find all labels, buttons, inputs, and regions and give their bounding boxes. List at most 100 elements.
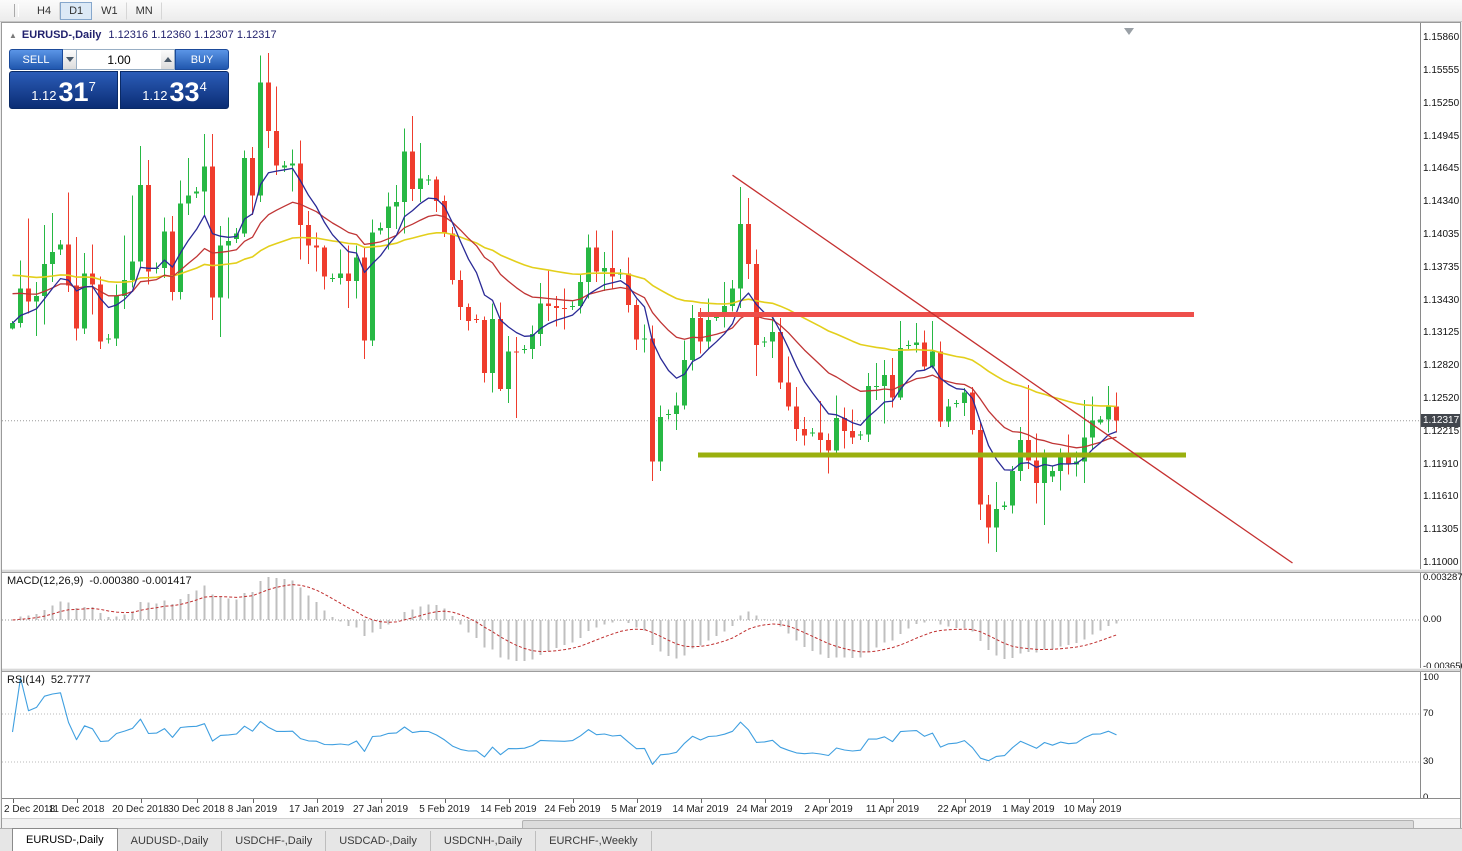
rsi-axis-label: 70 (1423, 708, 1434, 719)
candle (250, 147, 255, 216)
triangle-down-icon (65, 57, 74, 62)
chart-tab-3[interactable]: USDCAD-,Daily (326, 831, 431, 851)
candle (538, 283, 543, 346)
candle (722, 282, 727, 328)
date-tick (76, 799, 78, 803)
candle (570, 301, 575, 311)
toolbar-grip[interactable] (14, 4, 19, 17)
main-chart-canvas[interactable] (2, 23, 1420, 569)
candle (890, 357, 895, 408)
candle (546, 270, 551, 322)
candle (810, 427, 815, 437)
date-axis[interactable]: 2 Dec 2018 11 Dec 2018 20 Dec 2018 30 Dec 2… (2, 798, 1460, 818)
panel-separator[interactable] (2, 569, 1460, 573)
descending-trendline[interactable] (732, 174, 1293, 564)
sell-price-display[interactable]: 1.12 31 7 (9, 71, 118, 109)
price-axis-label: 1.11910 (1423, 458, 1459, 470)
macd-panel: MACD(12,26,9) -0.000380 -0.001417 (2, 573, 1420, 668)
candle (170, 216, 175, 301)
candle (338, 249, 343, 285)
rsi-line (11, 677, 1117, 765)
macd-canvas[interactable] (2, 573, 1420, 668)
panel-separator[interactable] (2, 668, 1460, 672)
candle (194, 187, 199, 198)
candle (330, 273, 335, 283)
candle (394, 184, 399, 230)
candle (634, 299, 639, 351)
candle (706, 298, 711, 350)
candle (946, 398, 951, 427)
timeframe-toolbar: H4 D1 W1 MN (0, 0, 1462, 22)
candle (138, 146, 143, 268)
candle (746, 197, 751, 279)
candle (954, 399, 959, 408)
sell-button[interactable]: SELL (9, 49, 63, 70)
volume-input[interactable] (77, 49, 161, 70)
buy-price-sup: 4 (199, 79, 207, 94)
candle (98, 276, 103, 350)
candle (874, 363, 879, 400)
candle (762, 337, 767, 347)
date-label: 17 Jan 2019 (288, 804, 345, 815)
timeframe-button-d1[interactable]: D1 (60, 1, 93, 20)
candle (858, 431, 863, 440)
candle (930, 321, 935, 369)
candle (418, 142, 423, 203)
timeframe-button-mn[interactable]: MN (127, 1, 162, 20)
bottom-tab-bar: EURUSD-,Daily AUDUSD-,Daily USDCHF-,Daily U… (0, 828, 1462, 851)
candle (186, 157, 191, 216)
rsi-canvas[interactable] (2, 672, 1420, 798)
rsi-value: 52.7777 (50, 674, 91, 686)
price-axis-label: 1.12215 (1423, 425, 1460, 437)
timeframe-button-h4[interactable]: H4 (28, 1, 61, 20)
chart-tab-2[interactable]: USDCHF-,Daily (222, 831, 327, 851)
macd-axis-label: 0.003287 (1423, 572, 1462, 584)
candle (346, 245, 351, 309)
buy-price-display[interactable]: 1.12 33 4 (120, 71, 229, 109)
ma-fast-line (12, 167, 1117, 471)
candle (82, 252, 87, 334)
chart-tab-1[interactable]: AUDUSD-,Daily (118, 831, 223, 851)
volume-down-button[interactable] (63, 49, 77, 70)
candle (514, 337, 519, 419)
candle (314, 232, 319, 272)
candle (450, 227, 455, 285)
candle (962, 388, 967, 417)
timeframe-button-w1[interactable]: W1 (92, 1, 127, 20)
date-label: 5 Feb 2019 (419, 804, 470, 815)
candle (618, 269, 623, 279)
buy-price-base: 1.12 (142, 88, 168, 103)
macd-axis[interactable]: 0.003287 0.00 -0.003656 (1420, 572, 1462, 672)
rsi-axis[interactable]: 100 70 30 0 (1420, 672, 1460, 803)
ma-medium-line (12, 201, 1117, 449)
date-tick (252, 799, 254, 803)
chart-tab-0[interactable]: EURUSD-,Daily (12, 828, 118, 851)
symbol-title: EURUSD-,Daily (21, 29, 102, 41)
candle (554, 296, 559, 327)
date-label: 30 Dec 2018 (168, 804, 225, 815)
candle (90, 244, 95, 315)
chart-shift-marker[interactable] (1124, 28, 1134, 35)
chart-tab-5[interactable]: EURCHF-,Weekly (536, 831, 652, 851)
rsi-axis-label: 30 (1423, 756, 1434, 767)
buy-button[interactable]: BUY (175, 49, 229, 70)
date-tick (636, 799, 638, 803)
rsi-label-line: RSI(14) 52.7777 (7, 674, 97, 686)
candle (434, 176, 439, 212)
candle (42, 224, 47, 325)
candle (466, 303, 471, 331)
date-label: 24 Feb 2019 (544, 804, 601, 815)
candle (650, 325, 655, 481)
candle (906, 340, 911, 350)
volume-up-button[interactable] (161, 49, 175, 70)
date-label: 10 May 2019 (1063, 804, 1122, 815)
price-axis-label: 1.14645 (1423, 163, 1460, 175)
ma-slow-line (12, 232, 1117, 408)
date-tick (444, 799, 446, 803)
sell-price-big: 31 (58, 77, 89, 107)
price-axis-label: 1.11305 (1423, 524, 1459, 536)
price-axis[interactable]: 1.15860 1.15555 1.15250 1.14945 1.14645 1.143… (1420, 23, 1460, 569)
price-axis-label: 1.15250 (1423, 97, 1460, 109)
one-click-collapse-icon[interactable]: ▲ (9, 30, 17, 40)
chart-tab-4[interactable]: USDCNH-,Daily (431, 831, 537, 851)
